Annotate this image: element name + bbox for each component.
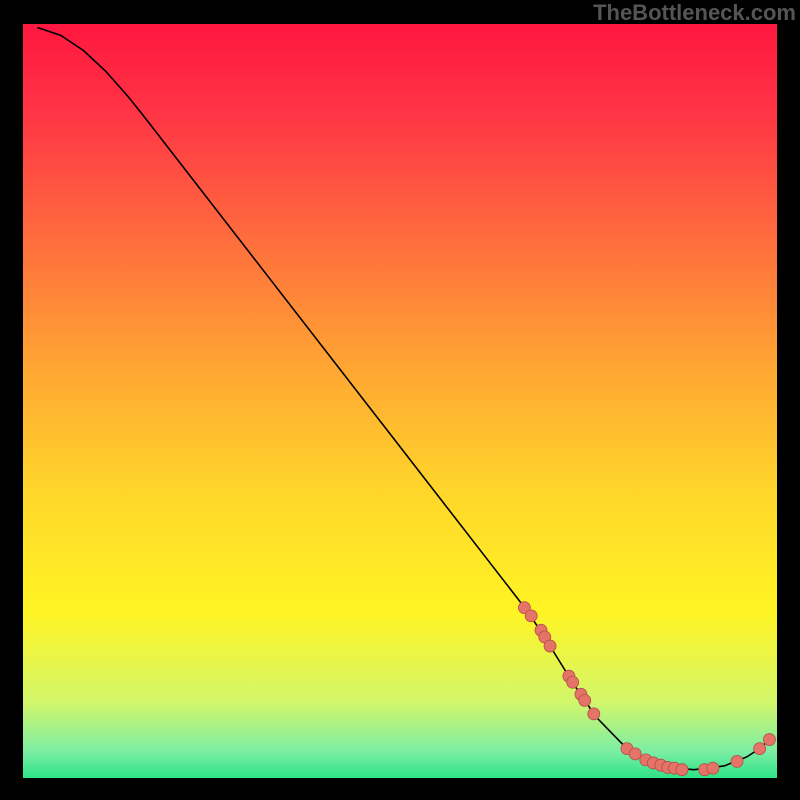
scatter-group: [518, 602, 775, 776]
stage: TheBottleneck.com: [0, 0, 800, 800]
scatter-point: [544, 640, 556, 652]
watermark-text: TheBottleneck.com: [593, 0, 796, 26]
scatter-point: [754, 743, 766, 755]
scatter-point: [763, 734, 775, 746]
scatter-point: [707, 762, 719, 774]
scatter-point: [579, 694, 591, 706]
scatter-point: [588, 708, 600, 720]
plot-svg: [23, 24, 777, 778]
scatter-point: [676, 764, 688, 776]
bottleneck-curve: [38, 28, 769, 770]
plot-area: [23, 24, 777, 778]
scatter-point: [629, 748, 641, 760]
scatter-point: [567, 676, 579, 688]
scatter-point: [731, 755, 743, 767]
scatter-point: [525, 610, 537, 622]
